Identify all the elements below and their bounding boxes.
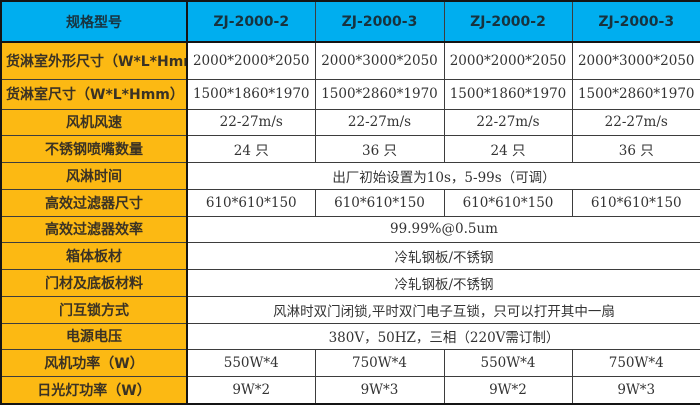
header-model-3: ZJ-2000-2 [443, 0, 573, 43]
spec-value: 24 只 [443, 135, 573, 163]
table-row: 箱体板材 冷轧钢板/不锈钢 [0, 242, 700, 270]
spec-value: 1500*1860*1970 [186, 78, 316, 110]
table-row: 货淋室尺寸（W*L*Hmm） 1500*1860*1970 1500*2860*… [0, 78, 700, 110]
spec-value: 610*610*150 [314, 188, 445, 217]
spec-value: 2000*2000*2050 [443, 41, 573, 80]
spec-value: 550W*4 [443, 349, 573, 377]
row-label-hepa-efficiency: 高效过滤器效率 [0, 215, 188, 244]
spec-value: 1500*2860*1970 [571, 78, 700, 110]
spec-value-merged: 风淋时双门闭锁,平时双门电子互锁，只可以打开其中一扇 [186, 295, 700, 324]
spec-value: 750W*4 [571, 349, 700, 377]
row-label-cabinet-material: 箱体板材 [0, 242, 188, 270]
spec-value: 2000*2000*2050 [186, 41, 316, 80]
spec-value: 22-27m/s [443, 108, 573, 137]
spec-value: 22-27m/s [571, 108, 700, 137]
table-row: 门材及底板材料 冷轧钢板/不锈钢 [0, 269, 700, 297]
spec-value: 24 只 [186, 135, 316, 163]
header-model-1: ZJ-2000-2 [186, 0, 316, 43]
spec-value: 750W*4 [314, 349, 445, 377]
table-row: 不锈钢喷嘴数量 24 只 36 只 24 只 36 只 [0, 135, 700, 163]
spec-value: 22-27m/s [314, 108, 445, 137]
spec-value: 36 只 [571, 135, 700, 163]
header-model-4: ZJ-2000-3 [571, 0, 700, 43]
spec-value: 9W*3 [314, 376, 445, 405]
spec-value: 2000*3000*2050 [314, 41, 445, 80]
table-header-row: 规格型号 ZJ-2000-2 ZJ-2000-3 ZJ-2000-2 ZJ-20… [0, 0, 700, 43]
table-row: 门互锁方式 风淋时双门闭锁,平时双门电子互锁，只可以打开其中一扇 [0, 295, 700, 324]
row-label-hepa-size: 高效过滤器尺寸 [0, 188, 188, 217]
table-row: 高效过滤器尺寸 610*610*150 610*610*150 610*610*… [0, 188, 700, 217]
row-label-door-interlock: 门互锁方式 [0, 295, 188, 324]
row-label-shower-time: 风淋时间 [0, 162, 188, 190]
table-row: 电源电压 380V，50HZ，三相（220V需订制） [0, 322, 700, 351]
spec-value: 1500*1860*1970 [443, 78, 573, 110]
spec-value: 610*610*150 [443, 188, 573, 217]
spec-value: 22-27m/s [186, 108, 316, 137]
spec-value: 550W*4 [186, 349, 316, 377]
spec-value-merged: 冷轧钢板/不锈钢 [186, 242, 700, 270]
row-label-power-voltage: 电源电压 [0, 322, 188, 351]
row-label-lamp-power: 日光灯功率（W） [0, 376, 188, 405]
spec-value-merged: 380V，50HZ，三相（220V需订制） [186, 322, 700, 351]
spec-value-merged: 冷轧钢板/不锈钢 [186, 269, 700, 297]
header-spec-model: 规格型号 [0, 0, 188, 43]
spec-value: 1500*2860*1970 [314, 78, 445, 110]
spec-value: 610*610*150 [186, 188, 316, 217]
row-label-fan-power: 风机功率（W） [0, 349, 188, 377]
row-label-nozzle-count: 不锈钢喷嘴数量 [0, 135, 188, 163]
table-row: 高效过滤器效率 99.99%@0.5um [0, 215, 700, 244]
table-row: 风机风速 22-27m/s 22-27m/s 22-27m/s 22-27m/s [0, 108, 700, 137]
table-row: 货淋室外形尺寸（W*L*Hmm） 2000*2000*2050 2000*300… [0, 41, 700, 80]
header-model-2: ZJ-2000-3 [314, 0, 445, 43]
spec-value: 9W*3 [571, 376, 700, 405]
spec-value: 9W*2 [443, 376, 573, 405]
spec-value: 9W*2 [186, 376, 316, 405]
row-label-outer-dimensions: 货淋室外形尺寸（W*L*Hmm） [0, 41, 188, 80]
spec-value: 36 只 [314, 135, 445, 163]
spec-value: 2000*3000*2050 [571, 41, 700, 80]
spec-value-merged: 99.99%@0.5um [186, 215, 700, 244]
row-label-door-material: 门材及底板材料 [0, 269, 188, 297]
spec-value-merged: 出厂初始设置为10s，5-99s（可调） [186, 162, 700, 190]
table-row: 风淋时间 出厂初始设置为10s，5-99s（可调） [0, 162, 700, 190]
table-row: 日光灯功率（W） 9W*2 9W*3 9W*2 9W*3 [0, 376, 700, 405]
row-label-fan-speed: 风机风速 [0, 108, 188, 137]
table-row: 风机功率（W） 550W*4 750W*4 550W*4 750W*4 [0, 349, 700, 377]
spec-value: 610*610*150 [571, 188, 700, 217]
row-label-inner-dimensions: 货淋室尺寸（W*L*Hmm） [0, 78, 188, 110]
